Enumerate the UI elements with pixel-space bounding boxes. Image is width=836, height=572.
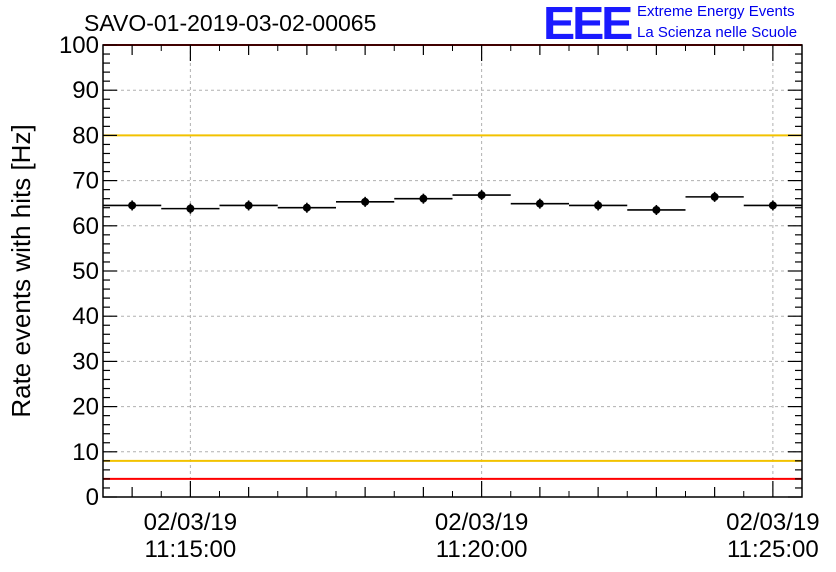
x-tick-time-label: 11:25:00 — [727, 536, 819, 563]
y-tick-label: 100 — [59, 32, 99, 59]
data-point — [128, 201, 137, 210]
chart-title: SAVO-01-2019-03-02-00065 — [84, 10, 377, 36]
y-axis-label: Rate events with hits [Hz] — [6, 124, 36, 417]
y-tick-label: 70 — [72, 168, 99, 195]
y-tick-label: 20 — [72, 394, 99, 421]
data-point — [652, 205, 661, 214]
data-point — [244, 201, 253, 210]
x-tick-time-label: 11:20:00 — [436, 536, 528, 563]
y-tick-label: 40 — [72, 303, 99, 330]
eee-logo: EEE — [543, 0, 633, 49]
data-point — [768, 201, 777, 210]
x-tick-date-label: 02/03/19 — [435, 509, 528, 536]
y-tick-label: 80 — [72, 122, 99, 149]
y-tick-label: 10 — [72, 439, 99, 466]
data-point — [594, 201, 603, 210]
logo-line-1: Extreme Energy Events — [637, 3, 795, 20]
y-tick-label: 50 — [72, 258, 99, 285]
data-point — [186, 204, 195, 213]
data-point — [302, 203, 311, 212]
x-tick-time-label: 11:15:00 — [145, 536, 237, 563]
data-point — [477, 191, 486, 200]
y-tick-label: 30 — [72, 348, 99, 375]
data-point — [419, 194, 428, 203]
y-tick-label: 60 — [72, 213, 99, 240]
y-tick-label: 90 — [72, 77, 99, 104]
logo-line-2: La Scienza nelle Scuole — [637, 24, 798, 41]
data-point — [710, 192, 719, 201]
x-tick-date-label: 02/03/19 — [144, 509, 237, 536]
x-tick-date-label: 02/03/19 — [726, 509, 819, 536]
data-point — [535, 199, 544, 208]
y-tick-label: 0 — [86, 484, 99, 511]
data-point — [361, 197, 370, 206]
